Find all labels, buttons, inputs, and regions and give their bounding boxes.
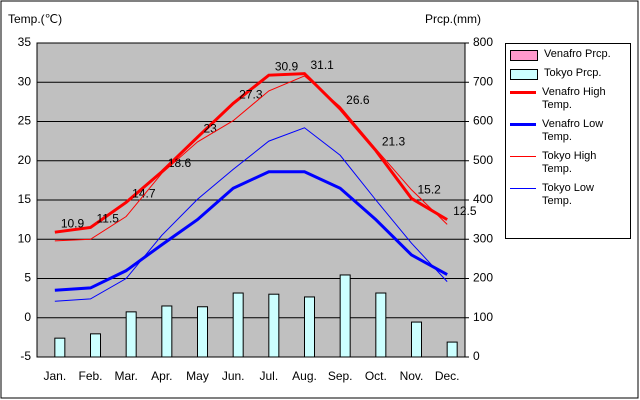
y-tick-label: 20: [18, 153, 32, 167]
y2-tick-label: 400: [473, 192, 493, 206]
x-tick-label: Sep.: [328, 369, 353, 383]
legend-label: Venafro High Temp.: [542, 86, 606, 111]
y-tick-label: 25: [18, 114, 32, 128]
bar: [304, 296, 315, 358]
legend-label: Venafro Prcp.: [544, 48, 611, 60]
legend-item: Tokyo Prcp.: [510, 67, 626, 80]
x-tick-label: Aug.: [292, 369, 317, 383]
y-axis-title: Temp.(℃): [8, 12, 62, 26]
data-label: 18.6: [168, 156, 192, 170]
data-label: 26.6: [346, 93, 370, 107]
legend-swatch: [510, 50, 538, 61]
bar: [197, 306, 208, 358]
legend-swatch: [510, 118, 536, 131]
y-tick-label: 35: [18, 35, 32, 49]
x-tick-label: Mar.: [114, 369, 137, 383]
bar: [339, 274, 351, 358]
legend-label: Tokyo Prcp.: [544, 67, 602, 79]
bar: [90, 333, 101, 358]
y-tick-label: 15: [18, 192, 32, 206]
legend-swatch: [510, 182, 536, 195]
x-tick-label: May: [186, 369, 209, 383]
bar: [446, 341, 458, 358]
legend-item: Tokyo High Temp.: [510, 150, 626, 176]
data-label: 31.1: [311, 58, 335, 72]
line: [54, 75, 448, 242]
x-tick-label: Dec.: [435, 369, 460, 383]
data-label: 10.9: [61, 216, 85, 230]
y2-tick-label: 200: [473, 271, 493, 285]
legend-label: Tokyo High Temp.: [542, 150, 597, 175]
data-label: 11.5: [97, 212, 120, 226]
bar: [125, 311, 137, 358]
y2-axis-title: Prcp.(mm): [425, 12, 481, 26]
bar: [375, 292, 387, 358]
data-label: 30.9: [275, 59, 299, 73]
x-tick-label: Oct.: [365, 369, 387, 383]
x-tick-label: Jun.: [222, 369, 245, 383]
y-tick-label: 30: [18, 74, 32, 88]
line: [54, 170, 448, 292]
y2-tick-label: 100: [473, 310, 493, 324]
data-label: 27.3: [239, 88, 263, 102]
x-tick-label: Jul.: [259, 369, 278, 383]
legend-label: Tokyo Low Temp.: [542, 182, 594, 207]
y-tick-label: -5: [20, 349, 31, 363]
bar: [232, 292, 244, 358]
legend: Venafro Prcp. Tokyo Prcp. Venafro High Tem…: [505, 43, 631, 239]
line: [54, 72, 448, 234]
legend-swatch: [510, 69, 538, 80]
data-label: 23: [204, 121, 218, 135]
legend-swatch: [510, 150, 536, 163]
y2-tick-label: 800: [473, 35, 493, 49]
data-label: 21.3: [382, 135, 406, 149]
legend-item: Venafro High Temp.: [510, 86, 626, 112]
bar: [411, 321, 422, 358]
line: [54, 127, 448, 302]
x-tick-label: Apr.: [151, 369, 172, 383]
legend-item: Tokyo Low Temp.: [510, 182, 626, 208]
data-label: 12.5: [453, 204, 477, 218]
data-label: 15.2: [418, 183, 442, 197]
y-tick-label: 5: [24, 271, 31, 285]
y-tick-label: 0: [24, 310, 31, 324]
x-tick-label: Jan.: [43, 369, 66, 383]
x-tick-label: Feb.: [78, 369, 102, 383]
y2-tick-label: 0: [473, 349, 480, 363]
y-tick-label: 10: [18, 231, 32, 245]
legend-item: Venafro Prcp.: [510, 48, 626, 61]
x-tick-label: Nov.: [400, 369, 424, 383]
y2-tick-label: 500: [473, 153, 493, 167]
legend-label: Venafro Low Temp.: [542, 118, 604, 143]
y2-tick-label: 300: [473, 231, 493, 245]
legend-swatch: [510, 86, 536, 99]
bar: [268, 293, 280, 358]
bar: [54, 337, 66, 358]
y2-tick-label: 700: [473, 74, 493, 88]
bar: [161, 305, 173, 358]
data-label: 14.7: [132, 187, 156, 201]
legend-item: Venafro Low Temp.: [510, 118, 626, 144]
y2-tick-label: 600: [473, 114, 493, 128]
